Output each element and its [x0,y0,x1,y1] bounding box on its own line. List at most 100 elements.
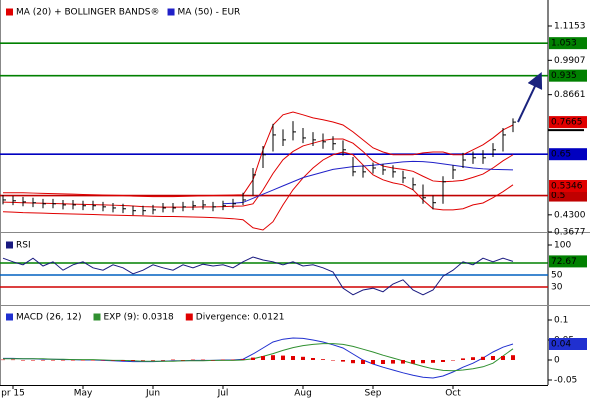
legend-label: EXP (9): 0.0318 [104,313,175,323]
divergence-bar [411,360,415,364]
divergence-bar [331,360,335,361]
divergence-bar [1,359,5,361]
x-tick-label: Oct [445,389,461,399]
divergence-bar [111,360,115,361]
moving-average [222,160,514,205]
divergence-bar [101,360,105,361]
value-tag [549,255,587,268]
divergence-bar [141,360,145,361]
x-tick-label: Sep [365,389,382,399]
divergence-bar [451,360,455,361]
divergence-bar [511,355,515,360]
value-tag-label: 0.5 [551,191,565,201]
target-arrow [517,72,543,123]
value-tag-label: 0.04 [551,340,571,350]
legend-swatch [6,313,13,321]
legend-label: RSI [16,241,31,251]
y-tick-label: 0.1 [554,316,568,326]
y-tick-label: 0 [554,356,560,366]
bollinger-band [2,151,514,231]
x-tick-label: pr 15 [1,389,25,399]
divergence-bar [321,359,325,360]
divergence-bar [221,359,225,361]
divergence-bar [271,355,275,360]
divergence-bar [471,357,475,360]
divergence-bar [81,360,85,361]
legend-swatch [6,8,13,16]
divergence-bar [491,356,495,360]
legend-label: MA (50) - EUR [178,8,241,18]
value-tag [549,116,587,129]
moving-average [2,138,514,208]
divergence-bar [351,360,355,364]
legend-swatch [185,313,193,321]
legend-label: MACD (26, 12) [16,313,82,323]
divergence-bar [21,360,25,361]
divergence-bar [311,358,315,360]
value-tag-label: 0.7665 [551,118,583,128]
y-tick-label: 1.1153 [554,21,586,31]
divergence-bar [251,357,255,360]
y-tick-label: 0.4300 [554,210,586,220]
divergence-bar [41,360,45,361]
divergence-bar [261,356,265,360]
y-tick-label: 100 [554,241,571,251]
divergence-bar [361,360,365,364]
divergence-bar [231,359,235,361]
divergence-bar [211,360,215,361]
legend-swatch [6,241,13,249]
y-tick-label: 0.3677 [554,228,586,238]
divergence-bar [91,360,95,361]
divergence-bar [301,356,305,360]
legend-label: Divergence: 0.0121 [196,313,285,323]
divergence-bar [391,360,395,364]
divergence-bar [31,360,35,361]
value-tag [549,338,587,350]
divergence-bar [481,356,485,360]
divergence-bar [131,360,135,361]
divergence-bar [151,360,155,361]
divergence-bar [421,360,425,364]
legend-label: MA (20) + BOLLINGER BANDS® [16,8,160,18]
divergence-bar [441,360,445,362]
value-tag-label: 0.5346 [551,182,583,192]
divergence-bar [241,359,245,360]
divergence-bar [341,360,345,362]
legend-swatch [93,313,101,321]
divergence-bar [501,356,505,360]
y-tick-label: 0.8661 [554,90,586,100]
legend-swatch [167,8,175,16]
divergence-bar [431,360,435,363]
value-tag-label: 1.053 [551,39,577,49]
y-tick-label: 0.9907 [554,56,586,66]
indicator-line [2,256,514,296]
x-tick-label: Aug [294,389,312,399]
value-tag-label: 50 [551,271,563,281]
divergence-bar [371,360,375,364]
divergence-bar [161,360,165,361]
value-tag [549,69,587,82]
divergence-bar [171,359,175,361]
value-tag [549,189,587,202]
divergence-bar [121,360,125,361]
divergence-bar [191,359,195,361]
divergence-bar [291,356,295,360]
divergence-bar [381,360,385,364]
divergence-bar [401,360,405,364]
divergence-bar [61,360,65,361]
value-tag [549,148,587,161]
divergence-bar [461,358,465,360]
x-tick-label: Jul [217,389,229,399]
divergence-bar [51,360,55,361]
x-tick-label: Jun [145,389,160,399]
value-tag-label: 72.67 [551,257,577,267]
divergence-bar [71,360,75,361]
indicator-line [3,343,514,372]
value-tag [549,180,587,193]
value-tag-label: 0.65 [551,150,571,160]
value-tag-label: 0.935 [551,71,577,81]
divergence-bar [11,359,15,361]
value-tag [549,37,587,50]
